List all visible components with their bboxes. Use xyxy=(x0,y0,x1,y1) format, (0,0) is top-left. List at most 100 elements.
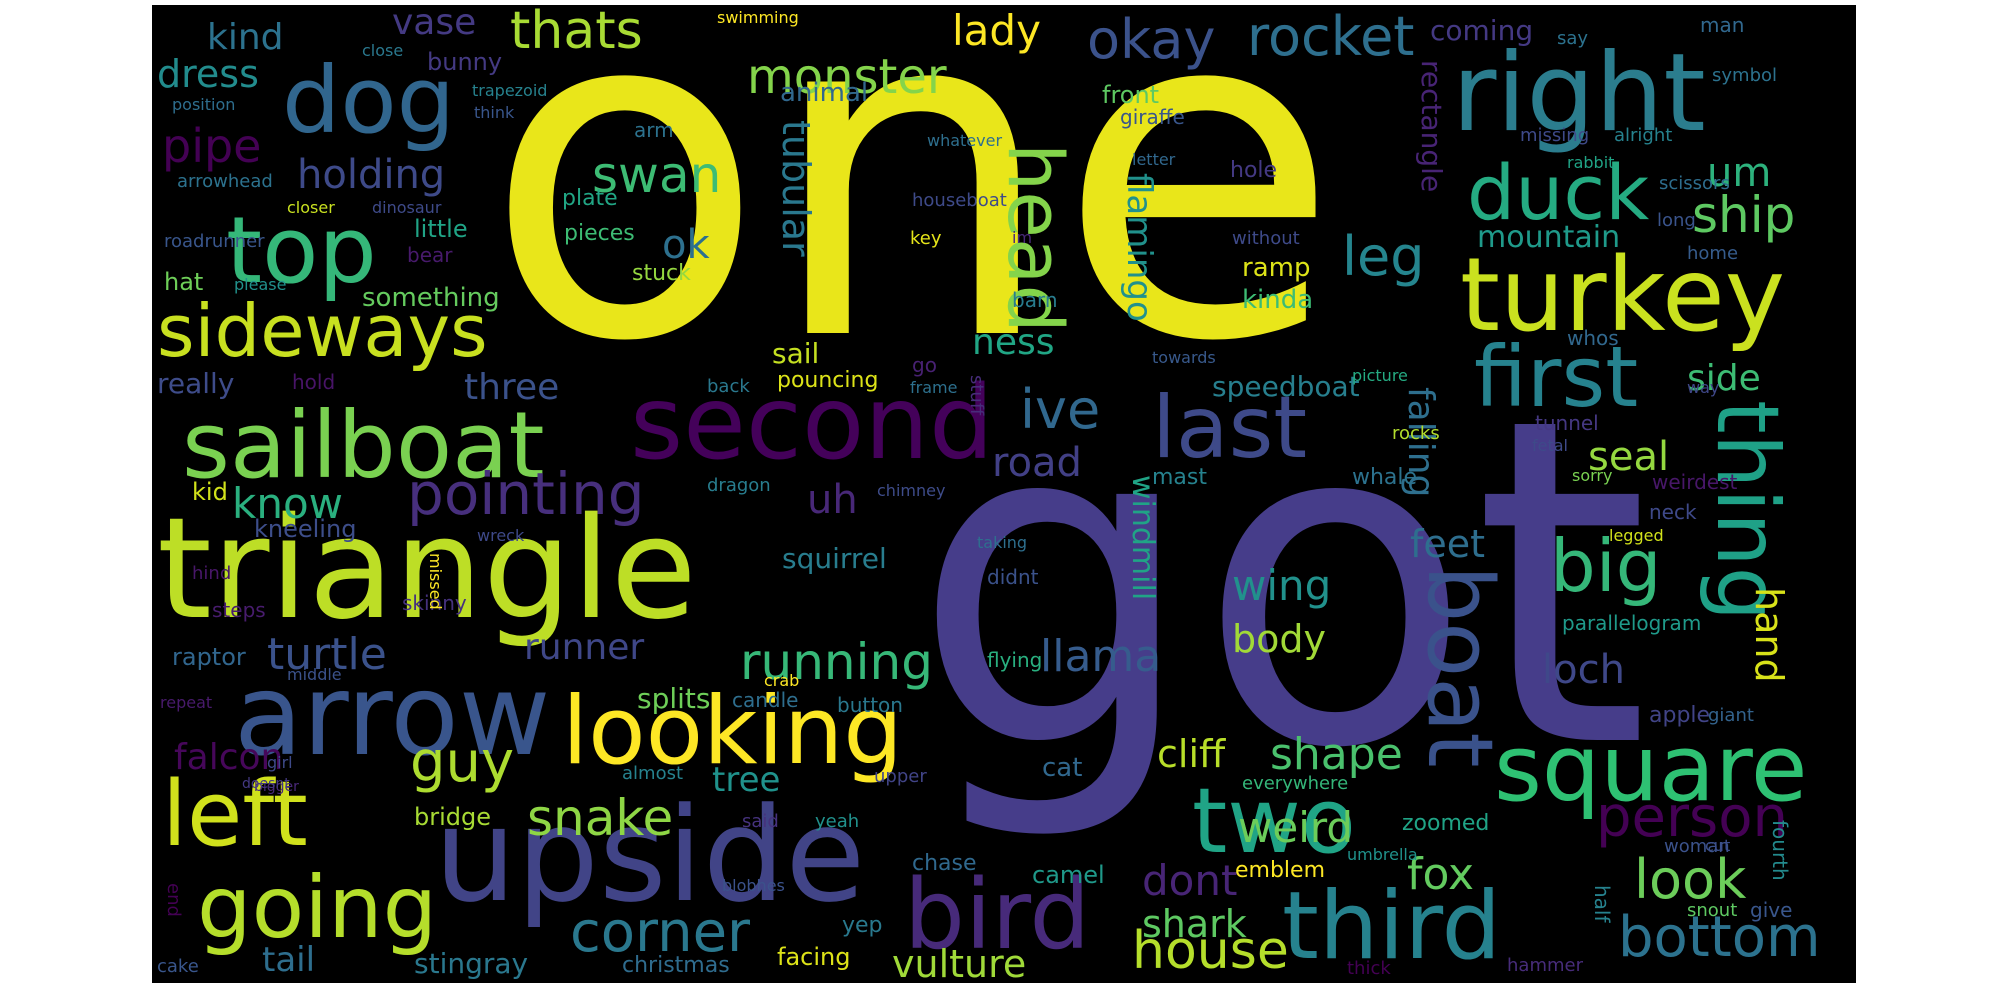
word-feet: feet xyxy=(1410,522,1486,566)
word-know: know xyxy=(232,479,343,528)
word-third: third xyxy=(1282,872,1502,981)
word-cut: woman xyxy=(1664,836,1730,857)
word-shark: shark xyxy=(1142,902,1247,946)
word-dont: dont xyxy=(1142,856,1238,905)
word-really: really xyxy=(157,367,235,400)
word-parallelogram: legged xyxy=(1609,526,1664,545)
word-turtle: turtle xyxy=(267,629,387,680)
word-ness: ness xyxy=(972,322,1055,363)
word-runner: runner xyxy=(524,627,645,668)
word-chimney: dragon xyxy=(707,475,771,496)
word-roadrunner: hold xyxy=(292,370,336,394)
word-rectangle: hand xyxy=(1747,587,1791,683)
word-candle: crab xyxy=(764,671,800,690)
word-end: blobhes xyxy=(722,876,785,895)
word-splits: splits xyxy=(637,682,711,715)
word-back: pouncing xyxy=(777,368,879,393)
word-fetal: tunnel xyxy=(1535,411,1599,435)
word-raptor: raptor xyxy=(172,643,246,671)
word-say: houseboat xyxy=(912,190,1007,211)
word-button: candle xyxy=(732,688,799,712)
word-almost: button xyxy=(837,693,903,717)
word-man: symbol xyxy=(1712,65,1778,86)
word-weird: weird xyxy=(1238,803,1354,852)
word-rabbit: alright xyxy=(1614,125,1673,146)
word-triangle: triangle xyxy=(157,488,697,651)
word-please: roadrunner xyxy=(164,231,265,252)
word-closer: please xyxy=(234,275,287,294)
word-upside: upside xyxy=(434,779,866,931)
word-letter: without xyxy=(1232,228,1300,249)
word-first: first xyxy=(1474,328,1639,426)
word-dinosaur: closer xyxy=(287,198,335,217)
word-girl: didnt xyxy=(987,565,1039,589)
word-go: im xyxy=(1012,228,1033,247)
word-tunnel: rocks xyxy=(1392,423,1440,444)
word-long: scissors xyxy=(1659,173,1730,194)
word-squirrel: squirrel xyxy=(782,542,887,575)
word-whatever: swimming xyxy=(717,8,799,27)
word-corner: corner xyxy=(570,900,751,965)
word-without: hole xyxy=(1230,158,1278,183)
word-bear: stuck xyxy=(632,261,691,286)
word-stuff: go xyxy=(912,353,937,377)
word-lady: lady xyxy=(952,6,1041,55)
word-two: two xyxy=(1192,769,1356,874)
word-shape: shape xyxy=(1270,729,1403,780)
word-guy: guy xyxy=(410,730,515,795)
word-leg: leg xyxy=(1342,225,1425,288)
word-windmill: flamingo xyxy=(1119,173,1159,322)
word-whale: mast xyxy=(1152,465,1207,490)
word-arrowhead: dinosaur xyxy=(372,198,442,217)
word-holding: holding xyxy=(297,152,446,198)
word-yeah: said xyxy=(742,811,779,832)
word-alright: missing xyxy=(1520,125,1590,146)
word-got: got xyxy=(912,323,1650,847)
word-snout: half xyxy=(1590,885,1614,923)
word-missed: hind xyxy=(192,563,232,584)
word-ramp: ramp xyxy=(1242,253,1311,283)
word-rocket: rocket xyxy=(1247,5,1415,68)
word-hat: hat xyxy=(164,268,204,296)
word-road: road xyxy=(992,440,1082,486)
word-look: look xyxy=(1634,848,1747,911)
word-everywhere: umbrella xyxy=(1347,845,1418,864)
word-big: big xyxy=(1550,524,1662,608)
word-taking: wreck xyxy=(477,526,525,545)
word-sideways: sideways xyxy=(157,289,488,373)
word-symbol: say xyxy=(1557,28,1589,49)
word-weirdest: chimney xyxy=(877,481,946,500)
word-barn: key xyxy=(910,228,942,249)
word-kid: kid xyxy=(192,478,228,506)
word-mountain: mountain xyxy=(1477,220,1621,255)
word-neck: weirdest xyxy=(1652,470,1738,494)
word-okay: okay xyxy=(1087,8,1216,71)
word-looking: looking xyxy=(562,677,903,786)
word-ive: ive xyxy=(1020,378,1101,441)
word-vase: vase xyxy=(392,5,477,43)
word-bottom: bottom xyxy=(1618,905,1821,970)
word-sailboat: sailboat xyxy=(182,392,545,499)
word-pointing: pointing xyxy=(407,460,645,528)
word-side: side xyxy=(1687,358,1761,399)
word-last: last xyxy=(1152,378,1308,478)
word-little: little xyxy=(414,215,468,243)
word-upper: almost xyxy=(622,763,684,784)
word-steps: skinny xyxy=(402,591,467,615)
word-hole: giraffe xyxy=(1120,105,1185,129)
word-towards: frame xyxy=(910,378,958,397)
word-whos: back xyxy=(707,376,750,397)
word-three: three xyxy=(464,367,560,408)
word-said: upper xyxy=(874,766,927,787)
word-swimming: close xyxy=(362,41,404,60)
word-cliff: cliff xyxy=(1157,732,1226,776)
word-kind: kind xyxy=(207,17,284,58)
word-arm: front xyxy=(1102,81,1160,109)
word-cat: cat xyxy=(1042,753,1083,783)
word-fox: fox xyxy=(1407,849,1475,900)
word-close: think xyxy=(474,103,515,122)
word-running: running xyxy=(740,633,933,691)
word-apple: parallelogram xyxy=(1562,611,1702,635)
word-person: person xyxy=(1596,785,1788,850)
word-christmas: christmas xyxy=(622,953,730,978)
